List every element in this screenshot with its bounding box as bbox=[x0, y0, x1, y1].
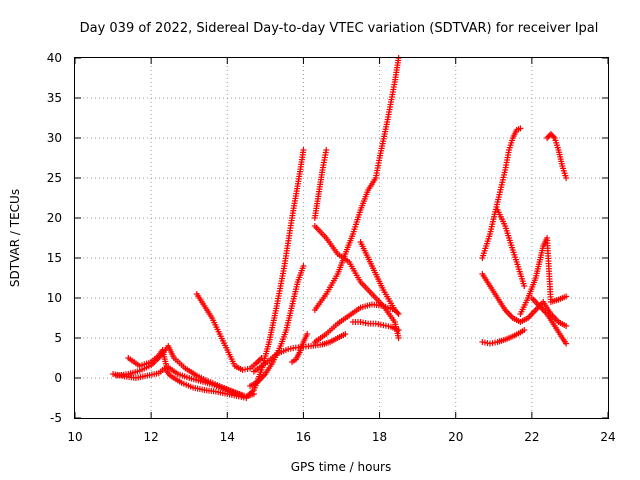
y-tick-label: -5 bbox=[50, 411, 62, 425]
y-tick-label: 30 bbox=[47, 131, 62, 145]
data-point bbox=[257, 356, 264, 363]
chart-title: Day 039 of 2022, Sidereal Day-to-day VTE… bbox=[80, 21, 599, 36]
data-point bbox=[550, 133, 557, 140]
y-axis-label: SDTVAR / TECUs bbox=[8, 189, 22, 287]
data-point bbox=[521, 283, 528, 289]
data-point bbox=[395, 327, 402, 333]
data-point bbox=[521, 327, 528, 333]
x-tick-label: 18 bbox=[372, 430, 387, 444]
grid bbox=[75, 58, 608, 418]
plot-frame bbox=[74, 57, 609, 419]
data-point bbox=[239, 392, 246, 399]
x-tick-label: 10 bbox=[67, 430, 82, 444]
data-point bbox=[323, 147, 330, 153]
y-tick-label: 15 bbox=[47, 251, 62, 265]
data-point bbox=[395, 311, 402, 317]
x-axis-label: GPS time / hours bbox=[291, 460, 392, 474]
y-axis-ticks: -5 0 5 10 15 20 25 30 35 40 bbox=[47, 51, 608, 425]
data-point bbox=[394, 309, 401, 316]
data-point bbox=[300, 147, 307, 153]
data-point bbox=[563, 175, 570, 181]
x-axis-ticks: 10 12 14 16 18 20 22 24 bbox=[67, 58, 616, 444]
y-tick-label: 20 bbox=[47, 211, 62, 225]
y-tick-label: 25 bbox=[47, 171, 62, 185]
x-tick-label: 14 bbox=[220, 430, 235, 444]
data-point bbox=[563, 340, 570, 347]
y-tick-label: 35 bbox=[47, 91, 62, 105]
y-tick-label: 40 bbox=[47, 51, 62, 65]
data-point bbox=[395, 335, 402, 341]
data-point bbox=[342, 331, 349, 337]
x-tick-label: 24 bbox=[600, 430, 615, 444]
data-points bbox=[110, 55, 570, 401]
y-tick-label: 5 bbox=[54, 331, 62, 345]
x-tick-label: 22 bbox=[524, 430, 539, 444]
data-point bbox=[300, 263, 307, 269]
data-point bbox=[254, 359, 261, 366]
y-tick-label: 0 bbox=[54, 371, 62, 385]
data-point bbox=[304, 331, 311, 337]
y-tick-label: 10 bbox=[47, 291, 62, 305]
x-tick-label: 20 bbox=[448, 430, 463, 444]
x-tick-label: 16 bbox=[296, 430, 311, 444]
data-point bbox=[563, 323, 570, 329]
data-point bbox=[517, 125, 524, 132]
data-point bbox=[563, 293, 570, 300]
x-tick-label: 12 bbox=[144, 430, 159, 444]
